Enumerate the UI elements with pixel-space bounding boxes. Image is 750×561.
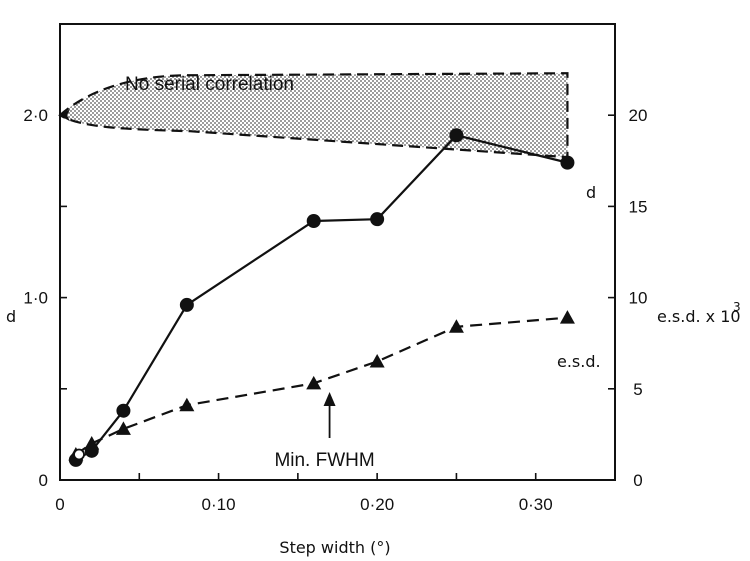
right-axis-title: e.s.d. x 10 — [657, 307, 741, 326]
no-serial-correlation-region — [58, 72, 569, 159]
d-point — [370, 212, 385, 227]
d-point — [449, 128, 464, 143]
series-group — [59, 109, 575, 467]
esd-point — [115, 421, 131, 435]
y-left-tick-label: 2·0 — [23, 106, 48, 125]
esd-point — [369, 353, 385, 368]
region-vertex-arrow — [59, 109, 70, 122]
x-tick-label: 0 — [55, 495, 64, 514]
esd-point — [306, 375, 322, 390]
y-right-tick-label: 10 — [629, 289, 648, 308]
plot-frame — [59, 23, 616, 481]
esd-point — [448, 319, 464, 333]
y-right-tick-label: 0 — [633, 471, 642, 490]
left-axis-title: d — [6, 307, 16, 326]
y-right-tick-label: 5 — [633, 380, 642, 399]
y-left-tick-label: 0 — [39, 471, 48, 490]
right-axis-title-exponent: 3 — [733, 300, 741, 314]
esd-point — [179, 397, 195, 412]
d-point — [560, 155, 575, 170]
esd-point — [84, 436, 100, 450]
x-tick-label: 0·30 — [519, 495, 553, 514]
d-point — [179, 297, 194, 312]
region-label: No serial correlation — [125, 74, 294, 95]
y-right-tick-label: 20 — [629, 106, 648, 125]
min-fwhm-annotation: Min. FWHM — [274, 392, 375, 471]
esd-line — [75, 316, 568, 456]
y-left-tick-label: 1·0 — [23, 289, 48, 308]
d-point — [306, 213, 321, 228]
esd-point — [559, 310, 575, 324]
x-tick-label: 0·20 — [360, 495, 394, 514]
tick-labels: 0 0·10 0·20 0·30 0 1·0 2·0 0 5 10 15 20 — [23, 106, 647, 514]
min-fwhm-label: Min. FWHM — [274, 450, 374, 471]
d-point — [116, 403, 131, 418]
x-tick-label: 0·10 — [202, 495, 236, 514]
y-right-tick-label: 15 — [629, 197, 648, 216]
min-fwhm-arrow-head — [323, 392, 336, 406]
open-point — [73, 448, 85, 461]
esd-series-label: e.s.d. — [557, 352, 601, 371]
d-line — [75, 134, 568, 461]
d-series-label: d — [586, 183, 596, 202]
x-axis-title: Step width (°) — [279, 538, 390, 557]
axis-ticks — [60, 114, 615, 480]
